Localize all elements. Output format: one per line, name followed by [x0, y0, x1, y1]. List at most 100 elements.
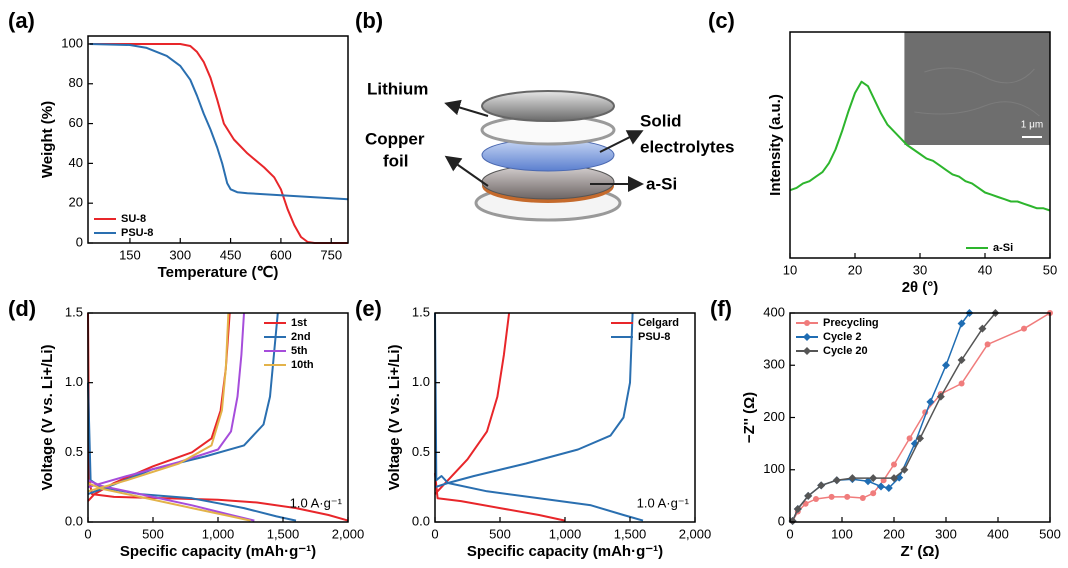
x-tick-label: 2,000: [679, 526, 712, 541]
y-tick-label: 0: [76, 234, 83, 249]
marker: [958, 356, 966, 364]
panel-label: (b): [355, 8, 383, 33]
x-tick-label: 500: [1039, 526, 1061, 541]
x-tick-label: 10: [783, 262, 797, 277]
y-axis-label: Voltage (V vs. Li+/Li): [39, 344, 56, 490]
y-tick-label: 0: [778, 513, 785, 528]
panel-label: (a): [8, 8, 35, 33]
annotation: 1.0 A·g⁻¹: [290, 495, 343, 510]
marker: [844, 494, 850, 500]
legend-label: Cycle 2: [823, 331, 862, 343]
plot-frame: [435, 313, 695, 522]
diagram-b: (b) Lithium Copper foil Solid electrolyt…: [355, 8, 735, 220]
label-copper: Copper: [365, 129, 425, 148]
figure: (b) Lithium Copper foil Solid electrolyt…: [0, 0, 1068, 568]
x-tick-label: 750: [320, 247, 342, 262]
y-tick-label: 1.5: [65, 304, 83, 319]
marker: [860, 495, 866, 501]
legend-label: SU-8: [121, 213, 146, 225]
y-tick-label: 1.5: [412, 304, 430, 319]
series-line: [88, 313, 348, 521]
x-tick-label: 2,000: [332, 526, 365, 541]
x-axis-label: Specific capacity (mAh·g⁻¹): [467, 543, 663, 560]
x-tick-label: 0: [431, 526, 438, 541]
marker: [848, 474, 856, 482]
series-line: [435, 313, 643, 521]
label-solid: Solid: [640, 111, 682, 130]
y-tick-label: 200: [763, 409, 785, 424]
series-line: [435, 313, 565, 521]
y-tick-label: 100: [763, 461, 785, 476]
marker: [907, 435, 913, 441]
x-tick-label: 0: [786, 526, 793, 541]
legend-marker: [804, 320, 810, 326]
legend-label: 5th: [291, 345, 308, 357]
legend-label: 2nd: [291, 331, 311, 343]
marker: [985, 341, 991, 347]
arrow: [448, 158, 488, 186]
x-axis-label: Z' (Ω): [901, 543, 940, 560]
marker: [959, 381, 965, 387]
x-tick-label: 300: [935, 526, 957, 541]
x-tick-label: 0: [84, 526, 91, 541]
marker: [870, 490, 876, 496]
lithium-disc: [482, 91, 614, 121]
marker: [813, 496, 819, 502]
series-line: [90, 44, 348, 199]
legend-label: Celgard: [638, 317, 679, 329]
x-tick-label: 100: [831, 526, 853, 541]
legend-marker: [803, 333, 811, 341]
label-foil: foil: [383, 151, 409, 170]
chart-panel: (c) 1 μm 10 20 30 40 50 2θ (°) Intensity (a.u.) a…: [708, 8, 1057, 296]
marker: [891, 462, 897, 468]
x-tick-label: 1,500: [614, 526, 647, 541]
panel-label: (c): [708, 8, 735, 33]
y-tick-label: 80: [69, 75, 83, 90]
x-tick-label: 20: [848, 262, 862, 277]
legend-label: PSU-8: [121, 227, 153, 239]
y-tick-label: 300: [763, 357, 785, 372]
x-tick-label: 150: [119, 247, 141, 262]
x-tick-label: 500: [489, 526, 511, 541]
y-tick-label: 1.0: [65, 374, 83, 389]
label-electrolytes: electrolytes: [640, 137, 735, 156]
x-tick-label: 1,500: [267, 526, 300, 541]
legend-label: Cycle 20: [823, 345, 868, 357]
x-tick-label: 200: [883, 526, 905, 541]
panel-label: (e): [355, 296, 382, 321]
panel-label: (f): [710, 296, 732, 321]
scale-bar-label: 1 μm: [1021, 120, 1043, 131]
x-tick-label: 50: [1043, 262, 1057, 277]
x-axis-label: Temperature (℃): [158, 264, 279, 281]
legend-marker: [803, 347, 811, 355]
x-axis-label: Specific capacity (mAh·g⁻¹): [120, 543, 316, 560]
y-tick-label: 20: [69, 195, 83, 210]
legend-label: a-Si: [993, 242, 1013, 254]
y-tick-label: 60: [69, 115, 83, 130]
y-tick-label: 0.5: [65, 444, 83, 459]
y-axis-label: −Z'' (Ω): [741, 392, 758, 443]
x-tick-label: 400: [987, 526, 1009, 541]
x-tick-label: 1,000: [549, 526, 582, 541]
marker: [829, 494, 835, 500]
marker: [942, 361, 950, 369]
y-axis-label: Weight (%): [39, 101, 56, 178]
y-tick-label: 0.0: [65, 513, 83, 528]
y-tick-label: 0.5: [412, 444, 430, 459]
chart-panel: (d)05001,0001,5002,0000.00.51.01.5Specif…: [8, 296, 364, 560]
y-axis-label: Intensity (a.u.): [767, 94, 784, 196]
x-tick-label: 500: [142, 526, 164, 541]
label-lithium: Lithium: [367, 79, 428, 98]
x-tick-label: 300: [169, 247, 191, 262]
marker: [833, 476, 841, 484]
y-tick-label: 0.0: [412, 513, 430, 528]
y-tick-label: 400: [763, 304, 785, 319]
x-tick-label: 600: [270, 247, 292, 262]
legend-label: 10th: [291, 359, 314, 371]
x-tick-label: 40: [978, 262, 992, 277]
x-axis-label: 2θ (°): [902, 279, 939, 296]
x-tick-label: 30: [913, 262, 927, 277]
label-a-si: a-Si: [646, 174, 677, 193]
